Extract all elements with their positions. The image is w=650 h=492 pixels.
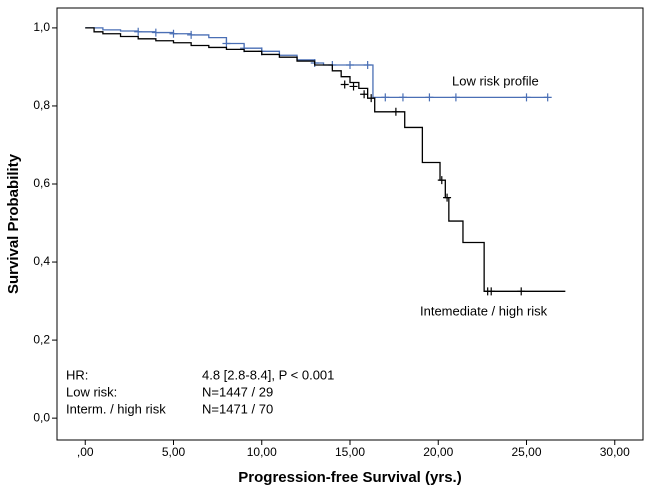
censor-mark: [360, 90, 369, 99]
censor-mark: [391, 107, 400, 116]
x-tick-label: 15,00: [335, 445, 365, 459]
censor-mark: [443, 193, 452, 202]
censor-mark: [381, 93, 390, 102]
censor-mark: [349, 82, 358, 91]
y-axis-label: Survival Probability: [5, 153, 22, 294]
x-tick-label: 30,00: [600, 445, 630, 459]
censor-mark: [340, 80, 349, 89]
censor-mark: [487, 287, 496, 296]
series-label: Intemediate / high risk: [420, 303, 548, 318]
censor-mark: [398, 93, 407, 102]
survival-curve: [85, 27, 566, 292]
annotation: 4.8 [2.8-8.4], P < 0.001: [202, 367, 334, 382]
censor-mark: [543, 93, 552, 102]
annotation: N=1447 / 29: [202, 384, 273, 399]
censor-mark: [517, 287, 526, 296]
y-tick-label: 0,8: [33, 98, 50, 112]
censor-mark: [425, 93, 434, 102]
censor-mark: [151, 28, 160, 37]
x-tick-label: ,00: [77, 445, 94, 459]
y-tick-label: 0,4: [33, 254, 50, 268]
annotation: Interm. / high risk: [66, 401, 166, 416]
censor-mark: [134, 27, 143, 36]
censor-mark: [437, 176, 446, 185]
censor-mark: [169, 29, 178, 38]
x-tick-label: 20,00: [423, 445, 453, 459]
x-tick-label: 10,00: [247, 445, 277, 459]
y-tick-label: 0,2: [33, 332, 50, 346]
plot-frame: [56, 7, 644, 441]
censor-mark: [451, 93, 460, 102]
censor-mark: [522, 93, 531, 102]
y-tick-label: 1,0: [33, 20, 50, 34]
censor-mark: [222, 39, 231, 48]
y-tick-label: 0,6: [33, 176, 50, 190]
y-tick-label: 0,0: [33, 410, 50, 424]
censor-mark: [187, 30, 196, 39]
censor-mark: [346, 60, 354, 69]
annotation: Low risk:: [66, 384, 117, 399]
series-label: Low risk profile: [452, 73, 539, 88]
censor-mark: [363, 60, 372, 69]
x-tick-label: 25,00: [511, 445, 541, 459]
x-tick-label: 5,00: [162, 445, 186, 459]
censor-mark: [367, 94, 376, 103]
annotation: HR:: [66, 367, 88, 382]
annotation: N=1471 / 70: [202, 401, 273, 416]
x-axis-label: Progression-free Survival (yrs.): [238, 469, 461, 486]
